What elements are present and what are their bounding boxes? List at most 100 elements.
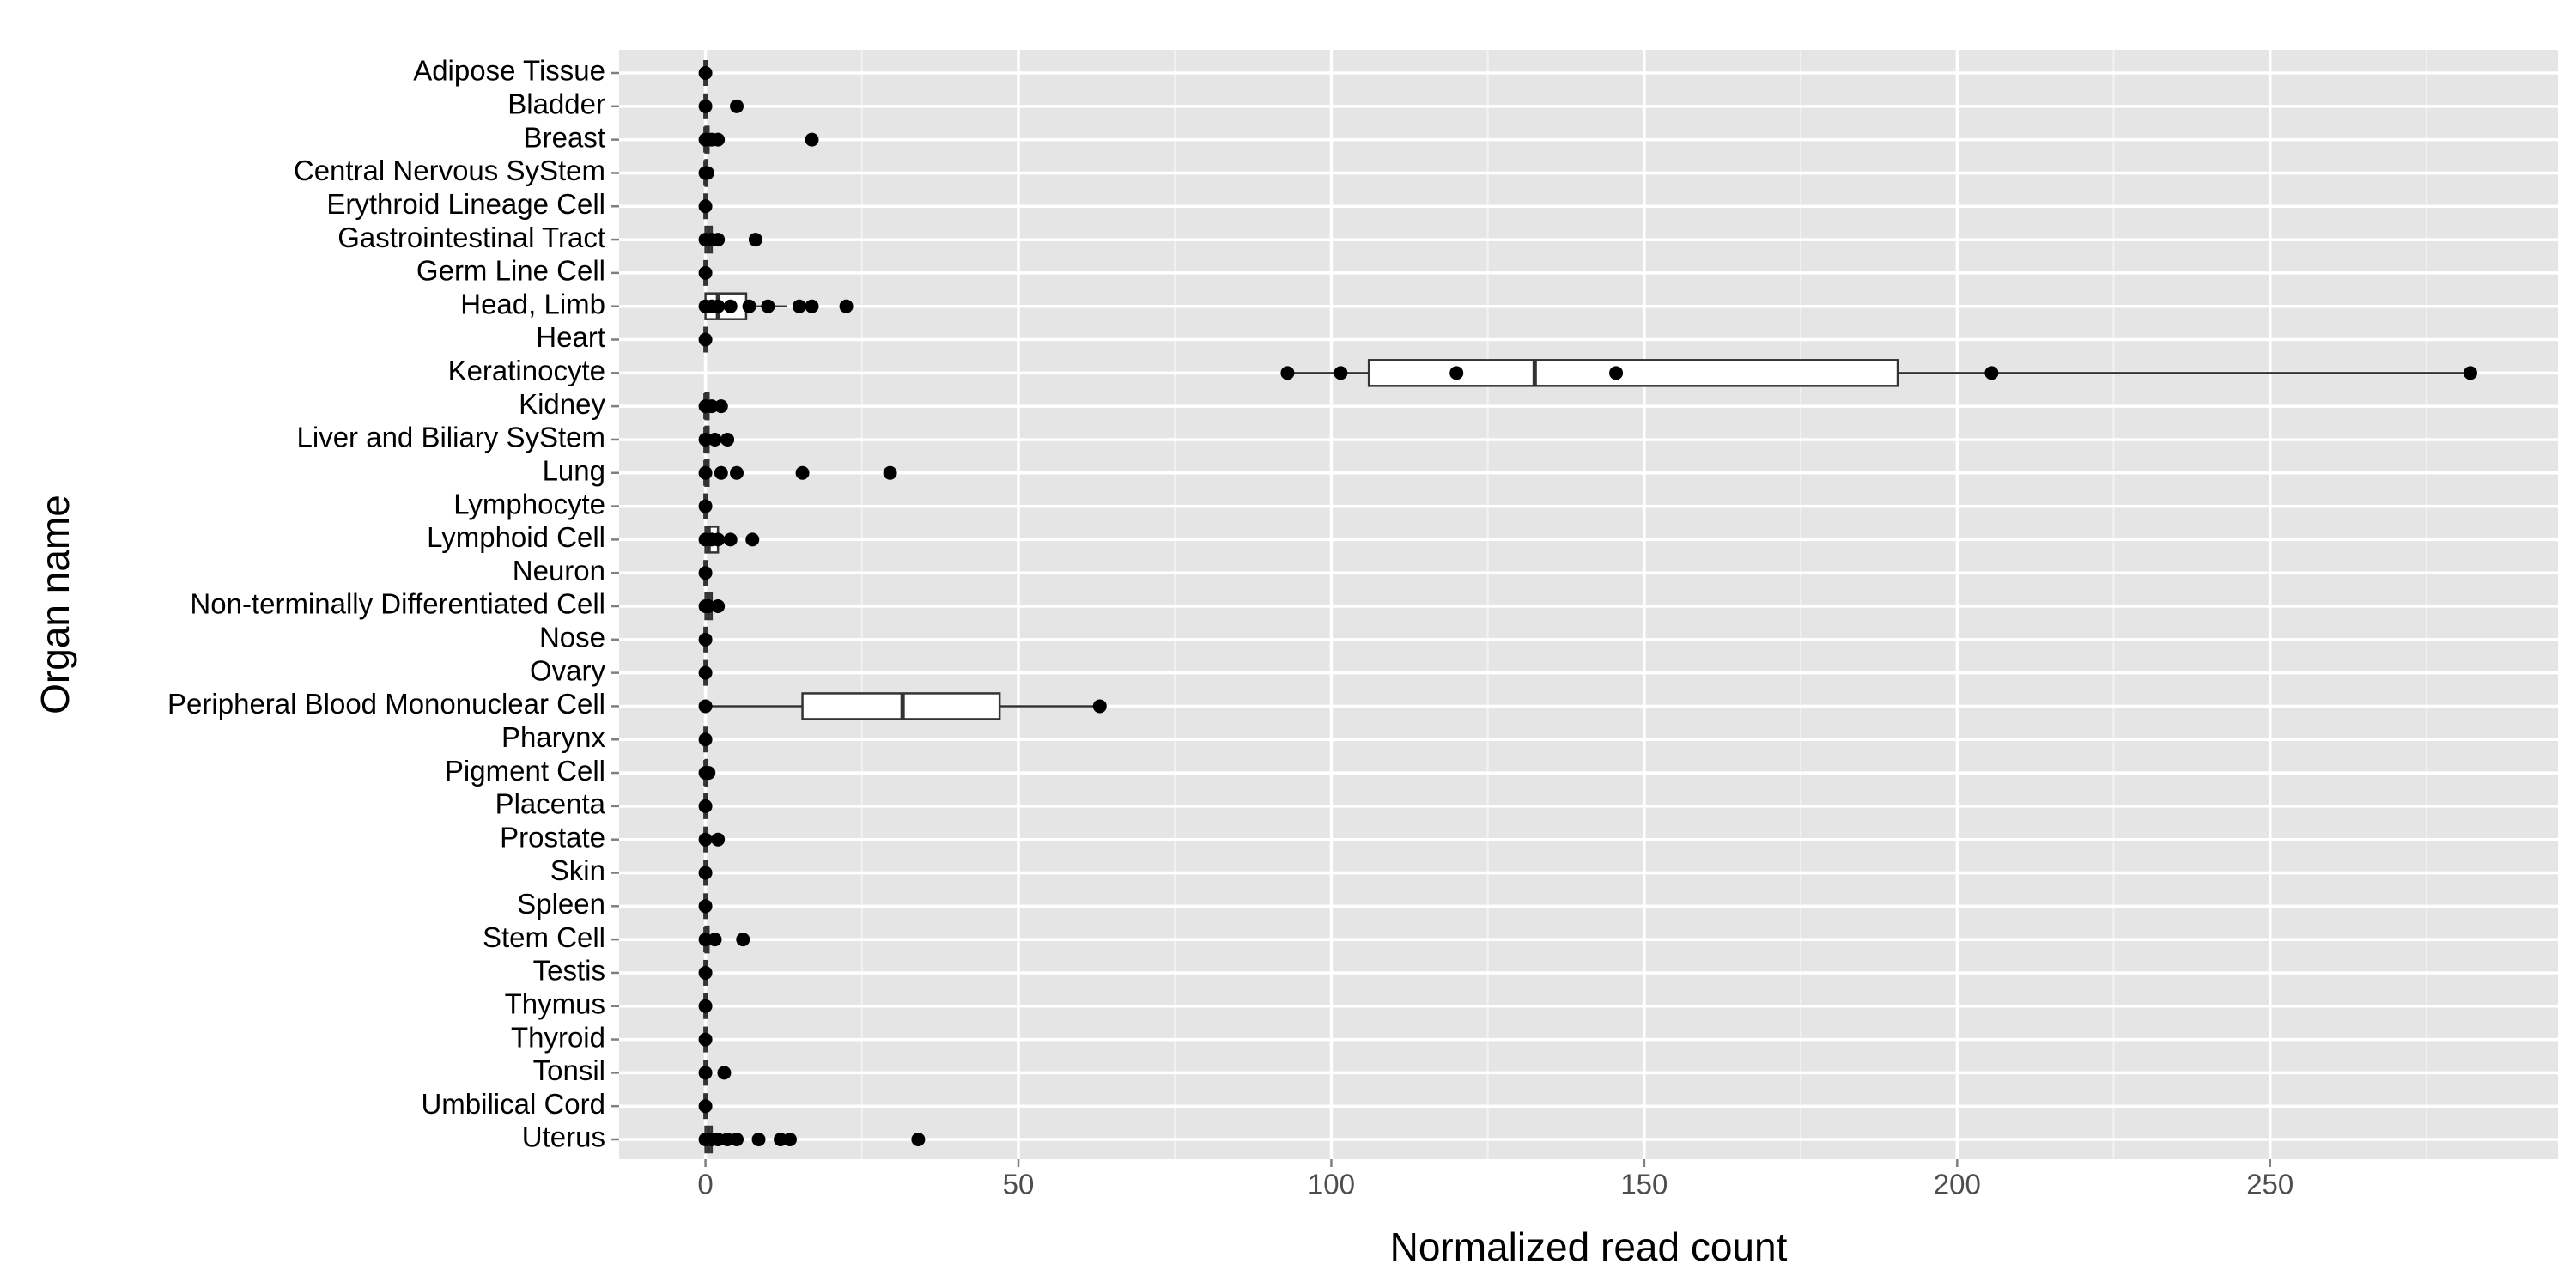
- point: [698, 332, 713, 347]
- point: [698, 566, 713, 580]
- point: [702, 599, 716, 613]
- point: [698, 432, 713, 447]
- point: [2463, 366, 2477, 380]
- point: [805, 299, 819, 313]
- point: [839, 299, 854, 313]
- point: [698, 665, 713, 680]
- box: [1367, 359, 1899, 387]
- point: [748, 233, 762, 247]
- y-tick-label: Heart: [536, 321, 605, 353]
- y-tick-label: Ovary: [530, 654, 606, 686]
- point: [1092, 699, 1107, 714]
- point: [795, 465, 810, 480]
- point: [698, 1032, 713, 1047]
- point: [792, 299, 806, 313]
- point: [883, 465, 897, 480]
- y-tick-label: Tonsil: [533, 1054, 605, 1086]
- point: [714, 399, 728, 414]
- point: [698, 933, 713, 947]
- y-tick-label: Lung: [543, 454, 605, 486]
- x-tick-label: 50: [1003, 1169, 1035, 1200]
- y-tick-label: Testis: [533, 955, 605, 987]
- point: [745, 532, 760, 547]
- point: [708, 933, 722, 947]
- point: [717, 1066, 732, 1080]
- point: [911, 1133, 926, 1146]
- point: [698, 732, 713, 747]
- y-tick-label: Liver and Biliary SyStem: [297, 422, 605, 453]
- y-tick-label: Spleen: [517, 888, 605, 920]
- point: [698, 899, 713, 914]
- x-axis-title: Normalized read count: [1390, 1224, 1788, 1269]
- point: [698, 499, 713, 513]
- point: [698, 1066, 713, 1080]
- point: [736, 933, 750, 947]
- point: [751, 1133, 766, 1146]
- point: [698, 265, 713, 280]
- y-tick-label: Head, Limb: [460, 288, 605, 319]
- y-tick-label: Uterus: [522, 1121, 605, 1153]
- y-tick-label: Lymphoid Cell: [427, 521, 605, 553]
- y-tick-label: Erythroid Lineage Cell: [326, 188, 605, 220]
- y-tick-label: Peripheral Blood Mononuclear Cell: [167, 688, 605, 720]
- point: [720, 1133, 735, 1146]
- point: [698, 999, 713, 1013]
- point: [698, 1099, 713, 1114]
- point: [708, 432, 722, 447]
- point: [711, 299, 726, 313]
- point: [698, 965, 713, 980]
- point: [698, 799, 713, 813]
- plot-panel: [619, 50, 2558, 1159]
- y-tick-label: Gastrointestinal Tract: [337, 222, 605, 253]
- y-tick-label: Stem Cell: [483, 921, 605, 953]
- point: [711, 233, 726, 247]
- x-tick-label: 250: [2246, 1169, 2293, 1200]
- point: [1334, 366, 1348, 380]
- y-tick-label: Lymphocyte: [453, 488, 605, 519]
- point: [730, 99, 744, 113]
- point: [711, 832, 726, 847]
- point: [711, 132, 726, 147]
- point: [730, 1133, 744, 1146]
- y-tick-label: Thymus: [505, 987, 605, 1019]
- x-tick-label: 0: [697, 1169, 713, 1200]
- point: [698, 99, 713, 113]
- y-tick-label: Germ Line Cell: [416, 255, 605, 287]
- point: [742, 299, 756, 313]
- y-tick-label: Prostate: [500, 821, 605, 853]
- y-tick-label: Nose: [539, 622, 605, 653]
- point: [1609, 366, 1624, 380]
- point: [730, 465, 744, 480]
- point: [711, 1133, 726, 1146]
- point: [698, 66, 713, 80]
- x-tick-label: 100: [1308, 1169, 1355, 1200]
- y-tick-label: Adipose Tissue: [413, 55, 605, 87]
- point: [720, 432, 735, 447]
- point: [711, 599, 726, 613]
- y-tick-label: Neuron: [513, 555, 605, 586]
- y-tick-label: Placenta: [495, 788, 606, 820]
- y-tick-label: Thyroid: [511, 1021, 605, 1053]
- point: [761, 299, 775, 313]
- x-tick-label: 200: [1934, 1169, 1981, 1200]
- y-tick-label: Keratinocyte: [448, 355, 605, 386]
- y-tick-label: Central Nervous SyStem: [294, 155, 605, 186]
- y-axis-title: Organ name: [33, 495, 77, 714]
- y-tick-label: Skin: [550, 854, 605, 886]
- point: [704, 399, 719, 414]
- point: [700, 166, 714, 180]
- point: [698, 632, 713, 647]
- point: [714, 465, 728, 480]
- point: [723, 532, 738, 547]
- point: [805, 132, 819, 147]
- y-tick-label: Non-terminally Differentiated Cell: [190, 588, 605, 620]
- point: [782, 1133, 797, 1146]
- y-tick-label: Pigment Cell: [445, 755, 605, 787]
- point: [1449, 366, 1464, 380]
- point: [774, 1133, 788, 1146]
- y-tick-label: Kidney: [519, 388, 605, 420]
- y-tick-label: Bladder: [507, 88, 605, 120]
- point: [711, 532, 726, 547]
